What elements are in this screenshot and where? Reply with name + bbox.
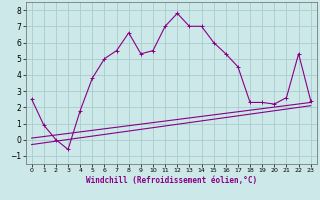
X-axis label: Windchill (Refroidissement éolien,°C): Windchill (Refroidissement éolien,°C) (86, 176, 257, 185)
